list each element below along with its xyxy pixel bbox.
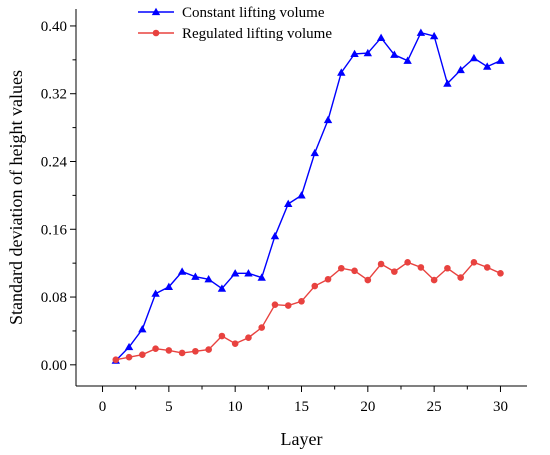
data-point: [417, 264, 425, 271]
data-point: [443, 79, 452, 87]
y-tick-label: 0.16: [41, 222, 68, 238]
data-point: [152, 345, 159, 353]
data-point: [284, 199, 293, 208]
data-point: [178, 349, 186, 357]
x-axis-title: Layer: [281, 429, 323, 449]
series-layer: [111, 28, 505, 364]
data-point: [483, 264, 491, 271]
data-point: [323, 115, 333, 124]
data-point: [191, 272, 200, 280]
data-point: [416, 28, 426, 36]
data-point: [177, 267, 187, 275]
legend-marker: [152, 29, 160, 37]
data-point: [205, 346, 212, 353]
x-tick-label: 0: [99, 399, 107, 415]
data-point: [164, 282, 174, 291]
series-line: [115, 261, 501, 361]
legend-item: Constant lifting volume: [138, 5, 325, 21]
y-tick-label: 0.24: [41, 154, 68, 170]
data-point: [270, 231, 280, 240]
data-point: [351, 267, 358, 275]
legend-marker: [151, 7, 161, 16]
data-point: [456, 65, 465, 74]
y-tick-label: 0.32: [41, 87, 67, 103]
data-point: [429, 31, 439, 40]
data-point: [204, 275, 213, 283]
data-point: [497, 270, 504, 277]
y-tick-label: 0.08: [41, 290, 67, 306]
data-point: [337, 264, 345, 272]
data-point: [138, 325, 147, 333]
series-line: [115, 31, 501, 362]
data-point: [112, 356, 120, 364]
legend-item: Regulated lifting volume: [138, 26, 332, 42]
data-point: [165, 347, 173, 354]
data-point: [377, 260, 385, 268]
legend-label: Constant lifting volume: [182, 5, 325, 21]
data-point: [324, 275, 332, 283]
data-point: [231, 340, 239, 347]
data-point: [230, 269, 240, 277]
data-point: [244, 269, 253, 277]
data-point: [284, 302, 292, 309]
data-point: [258, 324, 266, 331]
data-point: [297, 191, 306, 199]
data-point: [364, 276, 372, 284]
data-point: [217, 284, 227, 292]
data-point: [124, 342, 134, 351]
data-point: [430, 276, 438, 284]
data-point: [257, 273, 266, 281]
x-tick-label: 15: [294, 399, 309, 415]
legend-label: Regulated lifting volume: [182, 26, 332, 42]
data-point: [404, 259, 411, 266]
data-point: [470, 259, 478, 266]
x-tick-label: 25: [427, 399, 442, 415]
data-point: [496, 56, 505, 64]
y-axis-title: Standard deviation of height values: [6, 70, 26, 325]
data-point: [139, 351, 146, 358]
data-point: [218, 332, 226, 340]
data-point: [390, 50, 399, 58]
data-point: [310, 148, 319, 157]
data-point: [350, 49, 359, 58]
x-tick-label: 30: [493, 399, 508, 415]
data-point: [457, 274, 464, 281]
data-point: [298, 297, 305, 305]
x-tick-label: 5: [165, 399, 173, 415]
y-tick-label: 0.40: [41, 19, 67, 35]
legend: Constant lifting volume Regulated lifting…: [138, 5, 332, 42]
data-point: [363, 48, 373, 57]
data-point: [469, 53, 479, 62]
x-tick-label: 10: [228, 399, 243, 415]
series-2: [112, 259, 504, 364]
data-point: [337, 68, 346, 76]
axes: 0 5 10 15 20 25 30 0.00 0.08 0.16 0.24 0.32 0.40: [41, 9, 527, 415]
data-point: [271, 301, 279, 308]
data-point: [311, 282, 319, 290]
series-1: [111, 28, 505, 364]
data-point: [151, 289, 160, 297]
data-point: [245, 334, 252, 342]
data-point: [444, 264, 451, 272]
data-point: [125, 353, 133, 361]
data-point: [483, 62, 492, 70]
data-point: [403, 56, 412, 64]
y-tick-label: 0.00: [41, 358, 67, 374]
data-point: [192, 347, 199, 355]
x-tick-label: 20: [360, 399, 375, 415]
data-point: [391, 268, 398, 275]
data-point: [376, 33, 386, 41]
